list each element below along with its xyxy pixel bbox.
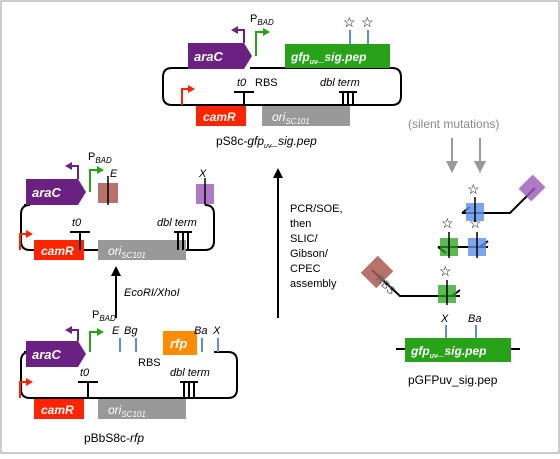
camr-promoter-arrow <box>181 88 190 105</box>
assembly-label: PCR/SOE, then SLIC/ Gibson/ CPEC assembl… <box>290 203 346 290</box>
dbl-term-label: dbl term <box>320 77 360 89</box>
ba-site-label: Ba <box>194 325 207 337</box>
mutation-star-icon: ☆ <box>467 181 480 197</box>
camr-gene <box>196 106 246 126</box>
camr-promoter-arrow <box>19 381 28 398</box>
camr-label: camR <box>203 110 236 124</box>
x-site-label: X <box>440 313 449 325</box>
plasmid-middle: araC PBAD E X camR t0 oriSC101 dbl term <box>19 151 215 260</box>
mutation-star-icon: ☆ <box>441 215 454 231</box>
dbl-term-label: dbl term <box>157 217 197 229</box>
camr-gene <box>34 399 84 419</box>
pbad-label: PBAD <box>88 151 112 165</box>
mutation-star-icon: ☆ <box>361 14 374 30</box>
mutation-star-icon: ☆ <box>439 263 452 279</box>
dbl-term-label: dbl term <box>170 367 210 379</box>
rbs-label: RBS <box>138 357 161 369</box>
arac-label: araC <box>194 49 224 64</box>
arac-promoter-arrow <box>70 165 79 179</box>
mutation-star-icon: ☆ <box>343 14 356 30</box>
rbs-overhang <box>360 255 394 289</box>
gfp-gene <box>405 338 511 362</box>
rfp-label: rfp <box>170 336 187 351</box>
t0-label: t0 <box>237 77 247 89</box>
t0-terminator <box>78 381 98 398</box>
ori-element <box>98 240 186 260</box>
x-site-label: X <box>198 168 207 180</box>
silent-mutations-panel: (silent mutations) ☆ ☆ ☆ RBS ☆ <box>360 117 546 387</box>
dbl-terminator <box>339 91 357 106</box>
arac-gene <box>188 43 252 69</box>
t0-terminator <box>70 231 90 250</box>
pbad-label: PBAD <box>92 309 116 323</box>
silent-mutations-label: (silent mutations) <box>408 117 499 131</box>
t0-label: t0 <box>80 367 90 379</box>
gfp-label: gfpuv_sig.pep <box>410 344 487 360</box>
xhoi-site <box>518 174 546 202</box>
t0-terminator <box>234 91 254 106</box>
pbad-label: PBAD <box>250 13 274 27</box>
arac-promoter-arrow <box>236 29 245 43</box>
pbad-promoter-arrow <box>255 31 265 56</box>
pbad-promoter-arrow <box>89 169 99 192</box>
arac-label: araC <box>32 185 62 200</box>
x-site-label: X <box>212 325 221 337</box>
ori-element <box>98 399 186 419</box>
camr-label: camR <box>41 403 74 417</box>
e-site-label: E <box>110 168 118 180</box>
pbad-promoter-arrow <box>89 331 99 352</box>
arac-label: araC <box>32 347 62 362</box>
camr-promoter-arrow <box>19 233 28 250</box>
camr-label: camR <box>41 244 74 258</box>
mutation-star-icon: ☆ <box>469 215 482 231</box>
ba-site-label: Ba <box>468 313 481 325</box>
plasmid-bottom: araC PBAD E Bg RBS rfp Ba X camR t0 oriS… <box>19 309 238 445</box>
bg-site-label: Bg <box>124 325 138 337</box>
rbs-label: RBS <box>255 77 278 89</box>
ori-element <box>262 106 350 126</box>
plasmid-top: araC PBAD gfpuv_sig.pep RBS ☆ ☆ camR t0 … <box>162 13 402 150</box>
plasmid-bottom-name: pBbS8c-rfp <box>84 431 144 445</box>
ori-label: oriSC101 <box>108 403 146 419</box>
rfp-gene <box>163 331 197 355</box>
gfp-label: gfpuv_sig.pep <box>290 50 367 66</box>
e-site-label: E <box>112 325 120 337</box>
dbl-terminator <box>174 231 192 250</box>
camr-gene <box>34 240 84 260</box>
digest-label: EcoRI/XhoI <box>124 287 180 299</box>
ori-label: oriSC101 <box>108 244 146 260</box>
arac-gene <box>26 179 86 205</box>
plasmid-right-name: pGFPuv_sig.pep <box>408 373 498 387</box>
plasmid-top-name: pS8c-gfpuv_sig.pep <box>216 134 317 150</box>
arac-gene <box>26 341 86 367</box>
ori-label: oriSC101 <box>272 110 310 126</box>
gfp-gene <box>285 44 390 68</box>
dbl-terminator <box>180 381 198 398</box>
t0-label: t0 <box>72 217 82 229</box>
arac-promoter-arrow <box>70 329 79 341</box>
